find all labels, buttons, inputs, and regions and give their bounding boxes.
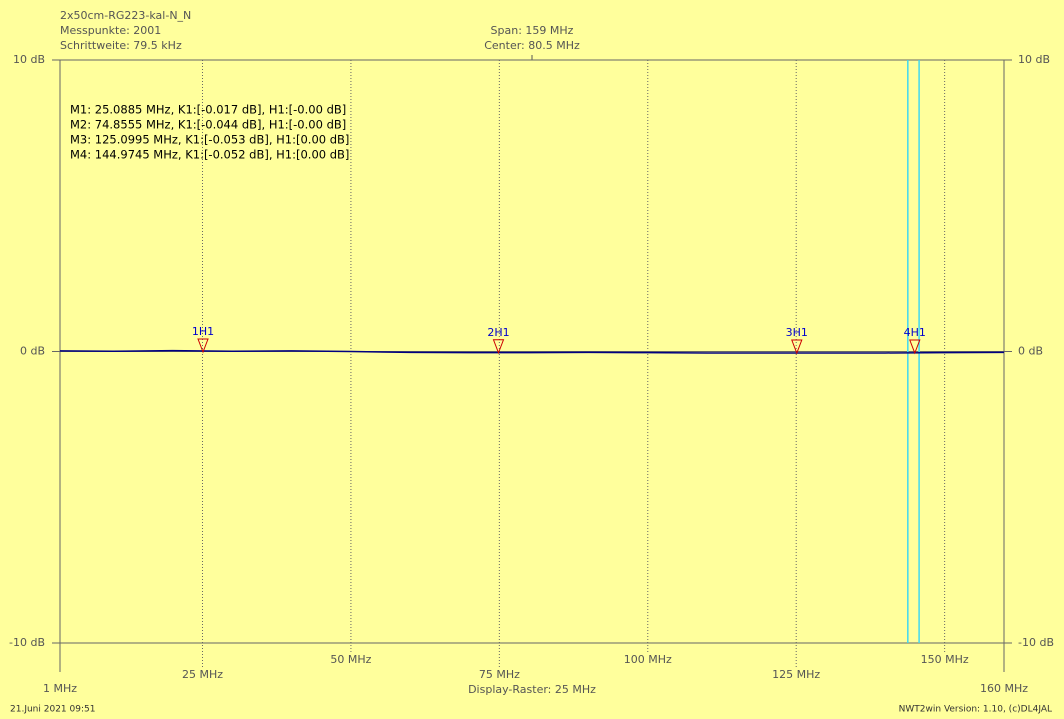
y-tick-label: 10 dB bbox=[13, 53, 45, 66]
y-tick-label: 0 dB bbox=[1018, 345, 1043, 358]
info: Schrittweite: 79.5 kHz bbox=[60, 39, 182, 52]
y-tick-label: -10 dB bbox=[9, 636, 45, 649]
trace bbox=[59, 349, 1005, 354]
chart-title: 2x50cm-RG223-kal-N_N bbox=[60, 9, 191, 22]
marker-label: 2H1 bbox=[487, 326, 509, 339]
x-tick-label: 50 MHz bbox=[330, 653, 371, 666]
marker-legend: M2: 74.8555 MHz, K1:[-0.044 dB], H1:[-0.… bbox=[70, 118, 346, 132]
marker-label: 4H1 bbox=[904, 326, 926, 339]
span: Span: 159 MHz bbox=[491, 24, 574, 37]
date: 21.Juni 2021 09:51 bbox=[10, 705, 95, 715]
marker-legend: M1: 25.0885 MHz, K1:[-0.017 dB], H1:[-0.… bbox=[70, 103, 346, 117]
version: NWT2win Version: 1.10, (c)DL4JAL bbox=[899, 705, 1052, 715]
y-tick-label: 10 dB bbox=[1018, 53, 1050, 66]
marker-legend: M3: 125.0995 MHz, K1:[-0.053 dB], H1:[0.… bbox=[70, 133, 349, 147]
marker bbox=[197, 338, 209, 354]
marker bbox=[909, 339, 921, 355]
raster: Display-Raster: 25 MHz bbox=[468, 683, 596, 696]
info: Messpunkte: 2001 bbox=[60, 24, 161, 37]
marker bbox=[492, 339, 505, 355]
y-tick-label: 0 dB bbox=[20, 345, 45, 358]
center: Center: 80.5 MHz bbox=[484, 39, 580, 52]
marker-label: 3H1 bbox=[786, 326, 808, 339]
x-tick-label: 75 MHz bbox=[479, 668, 520, 681]
x-tick-label: 160 MHz bbox=[980, 682, 1028, 695]
x-tick-label: 100 MHz bbox=[624, 653, 672, 666]
x-tick-label: 150 MHz bbox=[921, 653, 969, 666]
y-tick-label: -10 dB bbox=[1018, 636, 1054, 649]
marker-label: 1H1 bbox=[192, 325, 214, 338]
marker-legend: M4: 144.9745 MHz, K1:[-0.052 dB], H1:[0.… bbox=[70, 148, 349, 162]
x-tick-label: 125 MHz bbox=[772, 668, 820, 681]
x-tick-label: 1 MHz bbox=[43, 682, 77, 695]
x-tick-label: 25 MHz bbox=[182, 668, 223, 681]
marker bbox=[791, 339, 803, 355]
